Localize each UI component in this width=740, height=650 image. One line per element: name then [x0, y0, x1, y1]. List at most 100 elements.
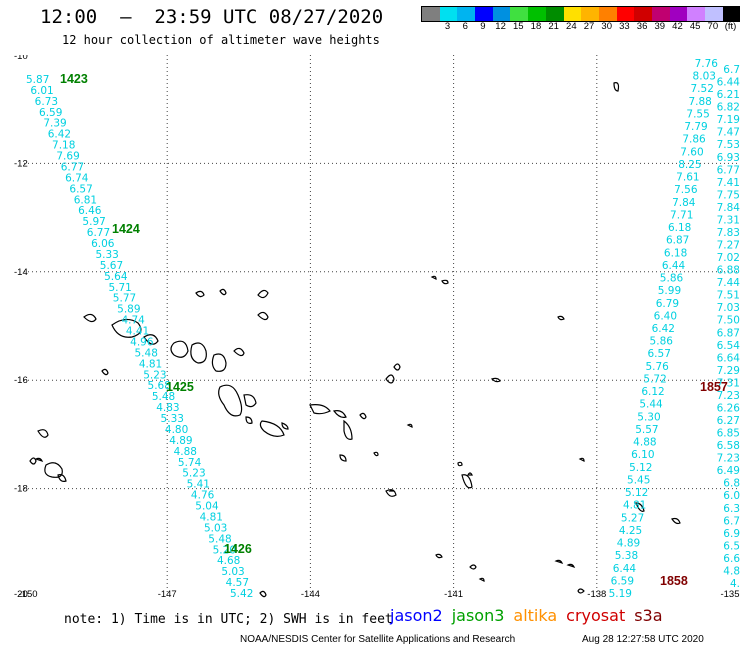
wave-height-value: 7.53 — [717, 139, 740, 151]
legend-altika: altika — [513, 606, 558, 625]
wave-height-value: 7.03 — [717, 302, 740, 314]
wave-height-value: 7.19 — [717, 114, 740, 126]
color-scale-label: 42 — [672, 21, 683, 32]
color-scale-label: 9 — [480, 21, 486, 32]
wave-height-value: 6.44 — [717, 77, 740, 89]
wave-height-value: 5.33 — [161, 413, 184, 425]
color-swatch — [422, 7, 440, 21]
wave-height-value: 7.44 — [717, 277, 740, 289]
wave-height-value: 4.88 — [174, 446, 197, 458]
wave-height-value: 5.45 — [627, 474, 650, 486]
color-swatch — [510, 7, 529, 21]
pass-time-label: 1858 — [660, 574, 688, 588]
pass-time-label: 1857 — [700, 380, 728, 394]
lon-tick-label: -147 — [158, 589, 177, 600]
wave-height-value: 6.93 — [717, 152, 740, 164]
color-scale-label: 70 — [707, 21, 719, 32]
color-swatch — [705, 7, 723, 21]
color-swatch — [475, 7, 493, 21]
wave-height-value: 5.20 — [213, 544, 236, 556]
footer-note: note: 1) Time is in UTC; 2) SWH is in fe… — [64, 612, 393, 627]
color-swatch — [457, 7, 476, 21]
wave-height-value: 5.41 — [187, 479, 210, 491]
wave-height-value: 6.87 — [666, 235, 689, 247]
wave-height-value: 6.81 — [74, 194, 97, 206]
lon-tick-label: -141 — [444, 589, 463, 600]
color-swatch — [545, 7, 564, 21]
color-swatch — [528, 7, 546, 21]
wave-height-value: 5.23 — [143, 369, 166, 381]
wave-height-value: 6.57 — [648, 348, 671, 360]
wave-height-value: 6.59 — [611, 575, 634, 587]
lon-tick-label: -135 — [720, 589, 739, 600]
wave-height-value: 6.27 — [717, 415, 740, 427]
wave-height-value: 5.87 — [26, 74, 49, 86]
timestamp: Aug 28 12:27:58 UTC 2020 — [582, 634, 704, 645]
wave-height-value: 6.18 — [668, 222, 691, 234]
color-swatch — [598, 7, 617, 21]
color-scale-label: 18 — [530, 21, 542, 32]
wave-height-value: 6.40 — [654, 310, 677, 322]
wave-height-value: 7.76 — [695, 58, 719, 70]
wave-height-value: 7.47 — [717, 127, 740, 139]
wave-height-value: 7.86 — [682, 134, 706, 146]
color-swatch — [669, 7, 688, 21]
wave-height-value: 5.12 — [625, 487, 648, 499]
wave-height-value: 7.31 — [717, 214, 740, 226]
color-swatch — [581, 7, 599, 21]
wave-height-value: 7.23 — [717, 453, 740, 465]
pass-time-label: 1426 — [224, 542, 252, 556]
wave-height-value: 5.71 — [108, 282, 131, 294]
color-swatch — [563, 7, 582, 21]
color-swatch — [439, 7, 458, 21]
color-swatch — [651, 7, 670, 21]
wave-height-value: 4.8 — [723, 565, 740, 577]
wave-height-value: 6.5 — [723, 540, 740, 552]
wave-height-value: 5.89 — [117, 304, 140, 316]
wave-height-value: 4.68 — [217, 555, 240, 567]
wave-height-value: 5.12 — [629, 462, 652, 474]
wave-height-value: 4.89 — [617, 538, 640, 550]
legend-jason3: jason3 — [451, 606, 505, 625]
wave-height-value: 5.67 — [100, 260, 123, 272]
wave-height-value: 6.74 — [65, 172, 89, 184]
wave-height-value: 7.71 — [670, 209, 693, 221]
wave-height-value: 6.73 — [35, 96, 58, 108]
wave-height-value: 6.44 — [613, 563, 637, 575]
wave-height-value: 6.0 — [723, 490, 740, 502]
wave-height-value: 5.99 — [658, 285, 681, 297]
lat-tick-label: -12 — [14, 158, 28, 169]
island-outlines — [29, 82, 681, 598]
wave-height-value: 7.31 — [717, 377, 740, 389]
wave-height-value: 7.84 — [672, 197, 696, 209]
wave-height-value: 5.48 — [135, 347, 158, 359]
wave-height-value: 7.79 — [684, 121, 707, 133]
wave-height-value: 4.41 — [126, 326, 149, 338]
wave-height-value: 6.79 — [656, 298, 679, 310]
wave-height-value: 6.7 — [723, 515, 740, 527]
wave-height-value: 7.61 — [676, 172, 699, 184]
wave-height-value: 6.49 — [717, 465, 740, 477]
color-scale-label: 15 — [512, 21, 524, 32]
wave-height-value: 7.56 — [674, 184, 698, 196]
color-scale-label: 21 — [548, 21, 559, 32]
wave-height-value: 5.64 — [104, 271, 128, 283]
wave-height-value: 6.46 — [78, 205, 102, 217]
color-scale-label: 12 — [495, 21, 506, 32]
wave-height-value: 5.42 — [230, 588, 253, 600]
wave-height-value: 4.57 — [226, 577, 249, 589]
wave-height-value: 6.82 — [717, 102, 740, 114]
wave-height-value: 5.03 — [221, 566, 244, 578]
wave-height-value: 4.83 — [156, 402, 179, 414]
wave-height-value: 7.83 — [717, 227, 740, 239]
wave-height-value: 7.69 — [56, 151, 79, 163]
color-scale-label: 45 — [689, 21, 701, 32]
lat-tick-label: -20 — [14, 589, 28, 600]
color-swatch — [722, 7, 740, 21]
wave-height-value: 4.74 — [121, 315, 145, 327]
wave-height-value: 6.26 — [717, 402, 740, 414]
wave-height-value: 7.60 — [680, 146, 703, 158]
wave-height-value: 6.6 — [723, 553, 740, 565]
wave-height-value: 7.29 — [717, 365, 740, 377]
color-swatch — [492, 7, 511, 21]
